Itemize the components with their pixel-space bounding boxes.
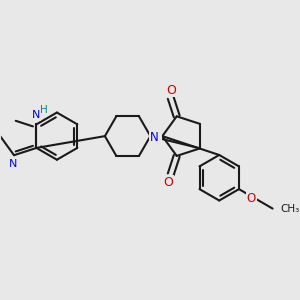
Text: N: N xyxy=(152,130,161,142)
Text: CH₃: CH₃ xyxy=(280,204,300,214)
Text: N: N xyxy=(150,131,159,144)
Text: O: O xyxy=(166,84,176,97)
Text: N: N xyxy=(32,110,40,121)
Text: N: N xyxy=(8,159,17,169)
Text: H: H xyxy=(40,105,48,115)
Text: O: O xyxy=(163,176,173,189)
Text: O: O xyxy=(247,192,256,205)
